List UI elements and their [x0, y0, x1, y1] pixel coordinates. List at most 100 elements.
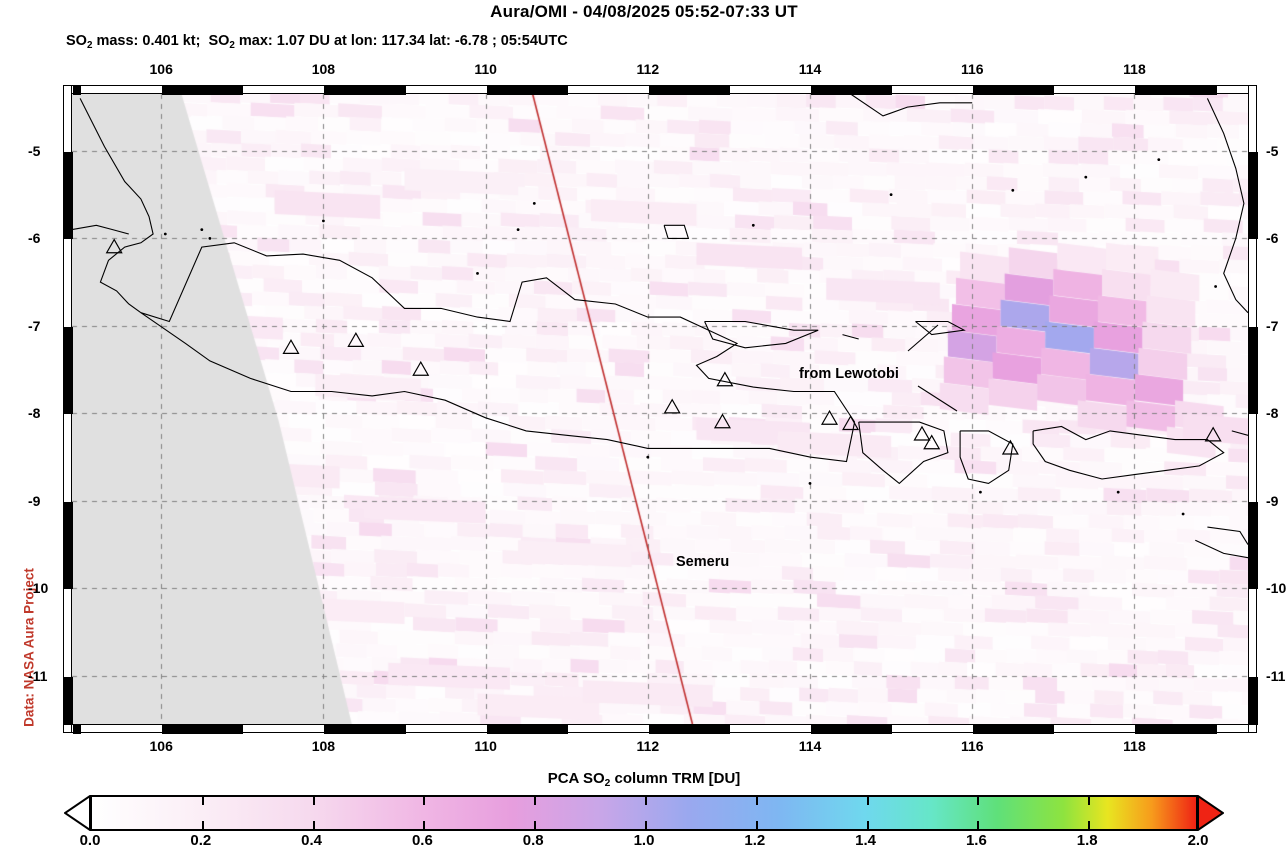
colorbar-min-arrow	[64, 795, 90, 831]
map-border-right	[1248, 85, 1258, 733]
colorbar-tick	[645, 797, 647, 805]
annotation-leader-line	[917, 385, 958, 412]
border-tick-segment	[1135, 86, 1217, 95]
lat-lon-gridlines	[72, 94, 1248, 724]
colorbar-title-post: column TRM [DU]	[610, 770, 741, 787]
small-island-marker	[163, 232, 167, 236]
volcano-marker[interactable]	[923, 434, 941, 450]
colorbar-tick	[201, 797, 204, 805]
map-border-bottom	[63, 724, 1257, 734]
lat-tick-label: -7	[28, 317, 41, 334]
coastline	[1231, 430, 1248, 436]
coastline	[1207, 526, 1248, 545]
coastline	[850, 94, 973, 117]
small-island-marker	[1157, 158, 1161, 161]
colorbar-gradient[interactable]	[90, 795, 1201, 831]
lon-tick-label: 114	[798, 738, 822, 754]
colorbar-tick-label: 0.8	[522, 832, 544, 849]
volcano-marker[interactable]	[913, 425, 931, 441]
map-border-left	[63, 85, 73, 733]
colorbar-tick-label: 0.0	[79, 832, 101, 849]
small-island-marker	[751, 223, 755, 227]
small-island-marker	[208, 237, 212, 240]
so2-summary-subtitle: SO2 mass: 0.401 kt; SO2 max: 1.07 DU at lo…	[66, 33, 568, 51]
colorbar-tick-label: 1.0	[633, 832, 655, 849]
border-tick-segment	[73, 725, 82, 734]
lat-tick-label: -8	[28, 405, 41, 422]
border-tick-segment	[486, 86, 568, 95]
border-tick-segment	[811, 86, 893, 95]
colorbar-tick	[534, 821, 537, 829]
lon-tick-label: 106	[149, 738, 173, 754]
lon-tick-label: 116	[960, 61, 984, 77]
volcano-marker[interactable]	[347, 332, 365, 347]
longitude-axis-top: 106 108 110 112 114 116 118	[0, 61, 1288, 81]
subscript-2b: 2	[229, 39, 235, 51]
volcano-marker-layer	[105, 238, 1222, 455]
small-island-marker	[808, 482, 812, 485]
colorbar-tick-label: 1.8	[1076, 832, 1098, 849]
map-panel[interactable]: from Lewotobi Semeru	[63, 85, 1258, 734]
coastline-layer	[72, 94, 1248, 559]
lon-tick-label: 110	[474, 61, 497, 77]
lat-tick-label: -10	[1266, 580, 1287, 597]
volcano-marker[interactable]	[716, 371, 734, 387]
colorbar-tick	[866, 797, 869, 805]
longitude-axis-bottom: 106 108 110 112 114 116 118	[0, 738, 1288, 758]
volcano-marker[interactable]	[105, 238, 123, 254]
colorbar-max-arrow	[1198, 795, 1224, 831]
small-island-marker	[646, 455, 650, 459]
map-plot-area[interactable]: from Lewotobi Semeru	[72, 94, 1248, 724]
volcano-marker[interactable]	[820, 409, 839, 425]
volcano-marker[interactable]	[1204, 426, 1222, 442]
subscript-2a: 2	[86, 39, 93, 51]
colorbar-tick	[423, 797, 426, 805]
border-tick-segment	[324, 725, 406, 734]
lon-tick-label: 112	[636, 738, 660, 754]
border-tick-segment	[64, 501, 73, 590]
coastline	[858, 421, 949, 485]
border-tick-segment	[1249, 676, 1258, 725]
colorbar[interactable]	[64, 795, 1224, 831]
lat-tick-label: -6	[28, 230, 41, 247]
border-tick-segment	[162, 86, 244, 95]
volcano-marker[interactable]	[663, 398, 681, 414]
border-tick-segment	[1249, 151, 1258, 240]
colorbar-tick	[1088, 797, 1091, 805]
colorbar-tick	[755, 797, 758, 805]
colorbar-tick-label: 1.4	[855, 832, 877, 849]
coastline	[140, 312, 856, 463]
colorbar-title-pre: PCA SO	[547, 770, 605, 787]
colorbar-tick-label: 0.2	[190, 832, 212, 849]
border-tick-segment	[64, 151, 73, 240]
colorbar-tick	[645, 821, 647, 829]
lon-tick-label: 112	[636, 61, 660, 77]
small-island-marker	[1011, 188, 1015, 192]
lat-tick-label: -5	[28, 142, 41, 159]
volcano-marker[interactable]	[713, 413, 731, 429]
annotation-leader-line	[907, 324, 939, 352]
colorbar-tick-label: 1.2	[744, 832, 766, 849]
coastline	[704, 320, 819, 349]
colorbar-tick	[866, 821, 869, 829]
small-island-marker	[200, 228, 204, 232]
small-island-marker	[476, 272, 479, 275]
volcano-marker[interactable]	[412, 360, 430, 376]
border-tick-segment	[648, 86, 730, 95]
small-island-marker	[1214, 285, 1217, 288]
latitude-axis-right: -5 -6 -7 -8 -9 -10 -11	[1258, 0, 1288, 855]
lat-tick-label: -8	[1266, 405, 1279, 422]
lon-tick-label: 108	[311, 738, 336, 754]
small-island-marker	[516, 228, 520, 232]
colorbar-tick	[1088, 821, 1091, 829]
border-tick-segment	[1249, 326, 1258, 415]
border-tick-segment	[162, 725, 244, 734]
volcano-marker[interactable]	[1001, 439, 1019, 455]
colorbar-tick-label: 1.6	[965, 832, 987, 849]
volcano-marker[interactable]	[282, 339, 300, 354]
coastline	[72, 224, 129, 235]
coastline	[140, 242, 856, 423]
volcano-marker[interactable]	[842, 415, 860, 431]
colorbar-tick	[977, 821, 980, 829]
